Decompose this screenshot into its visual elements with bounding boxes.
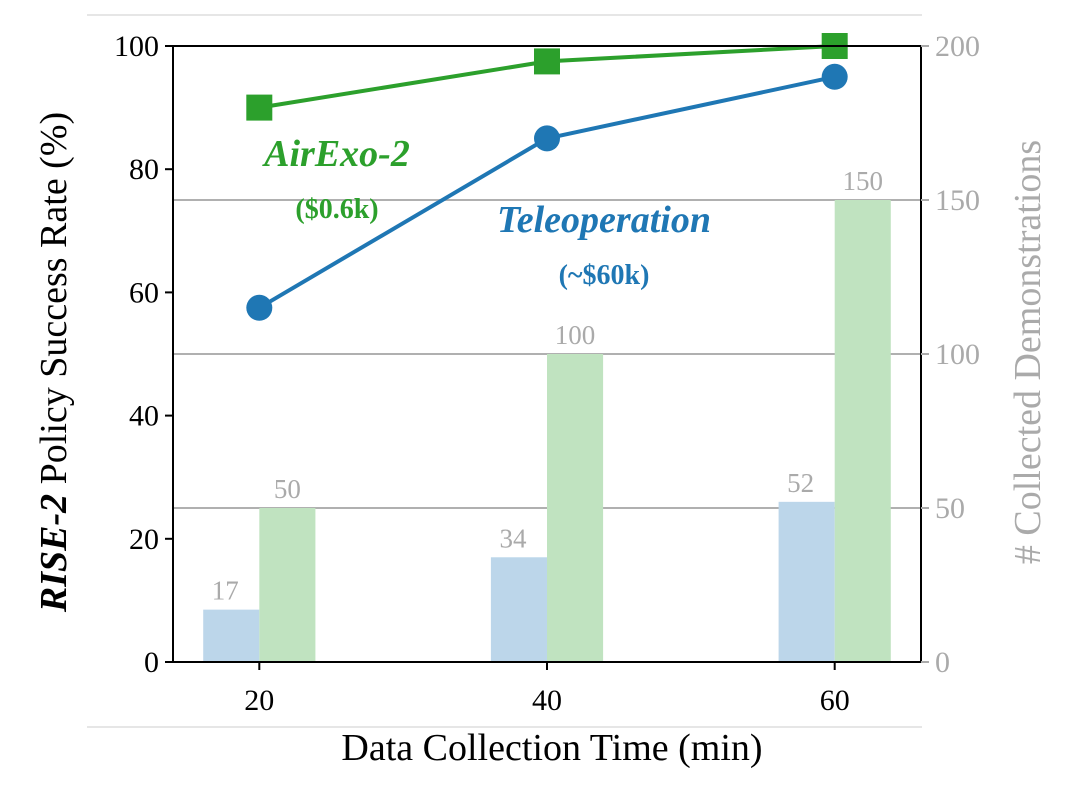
series-line [258,74,836,310]
y-tick-label: 20 [129,523,159,556]
bar-value-label: 100 [555,320,596,350]
y-tick-label: 0 [144,646,159,679]
y-axis-label-bold: RISE-2 [33,494,75,613]
y-tick-label: 80 [129,153,159,186]
y-axis-label-rest: Policy Success Rate (%) [33,112,75,494]
x-tick-label: 40 [532,684,562,717]
bar [778,501,835,662]
y-tick-label: 60 [129,276,159,309]
bar-value-label: 17 [212,576,239,606]
airexo-label: AirExo-2 [262,133,410,175]
y-tick-label: 40 [129,400,159,433]
bar [834,200,891,662]
y-tick-label: 100 [114,30,159,63]
y2-ticks: 0 50 100 150 200 [921,30,980,679]
square-marker [534,48,560,75]
x-tick-label: 60 [820,684,850,717]
bar-value-label: 34 [499,523,527,553]
y-axis-label: RISE-2 Policy Success Rate (%) [33,112,75,613]
bar-value-label: 52 [787,468,814,498]
series-lines [246,33,848,321]
x-tick-label: 20 [244,684,274,717]
bar [490,557,547,662]
y2-tick-label: 100 [935,338,980,371]
bar-value-label: 150 [842,166,883,196]
y2-tick-label: 50 [935,492,965,525]
teleop-label: Teleoperation [497,199,711,241]
bar-labels: 17 34 52 50 100 150 [212,166,883,606]
square-marker [246,94,273,121]
teleop-cost-label: (~$60k) [559,260,650,291]
x-ticks: 20 40 60 [244,662,850,717]
bar-value-label: 50 [274,474,301,504]
y2-tick-label: 200 [935,30,980,63]
bar [547,354,604,662]
y2-tick-label: 150 [935,184,980,217]
bars [203,200,891,662]
y-ticks: 0 20 40 60 80 100 [114,30,173,679]
circle-marker [821,63,848,90]
y2-tick-label: 0 [935,646,950,679]
bar [259,508,316,662]
circle-marker [246,294,273,321]
x-axis-label: Data Collection Time (min) [341,727,762,769]
y2-axis-label: # Collected Demonstrations [1007,140,1049,564]
circle-marker [534,125,560,152]
bar [203,609,260,662]
airexo-cost-label: ($0.6k) [295,194,378,225]
